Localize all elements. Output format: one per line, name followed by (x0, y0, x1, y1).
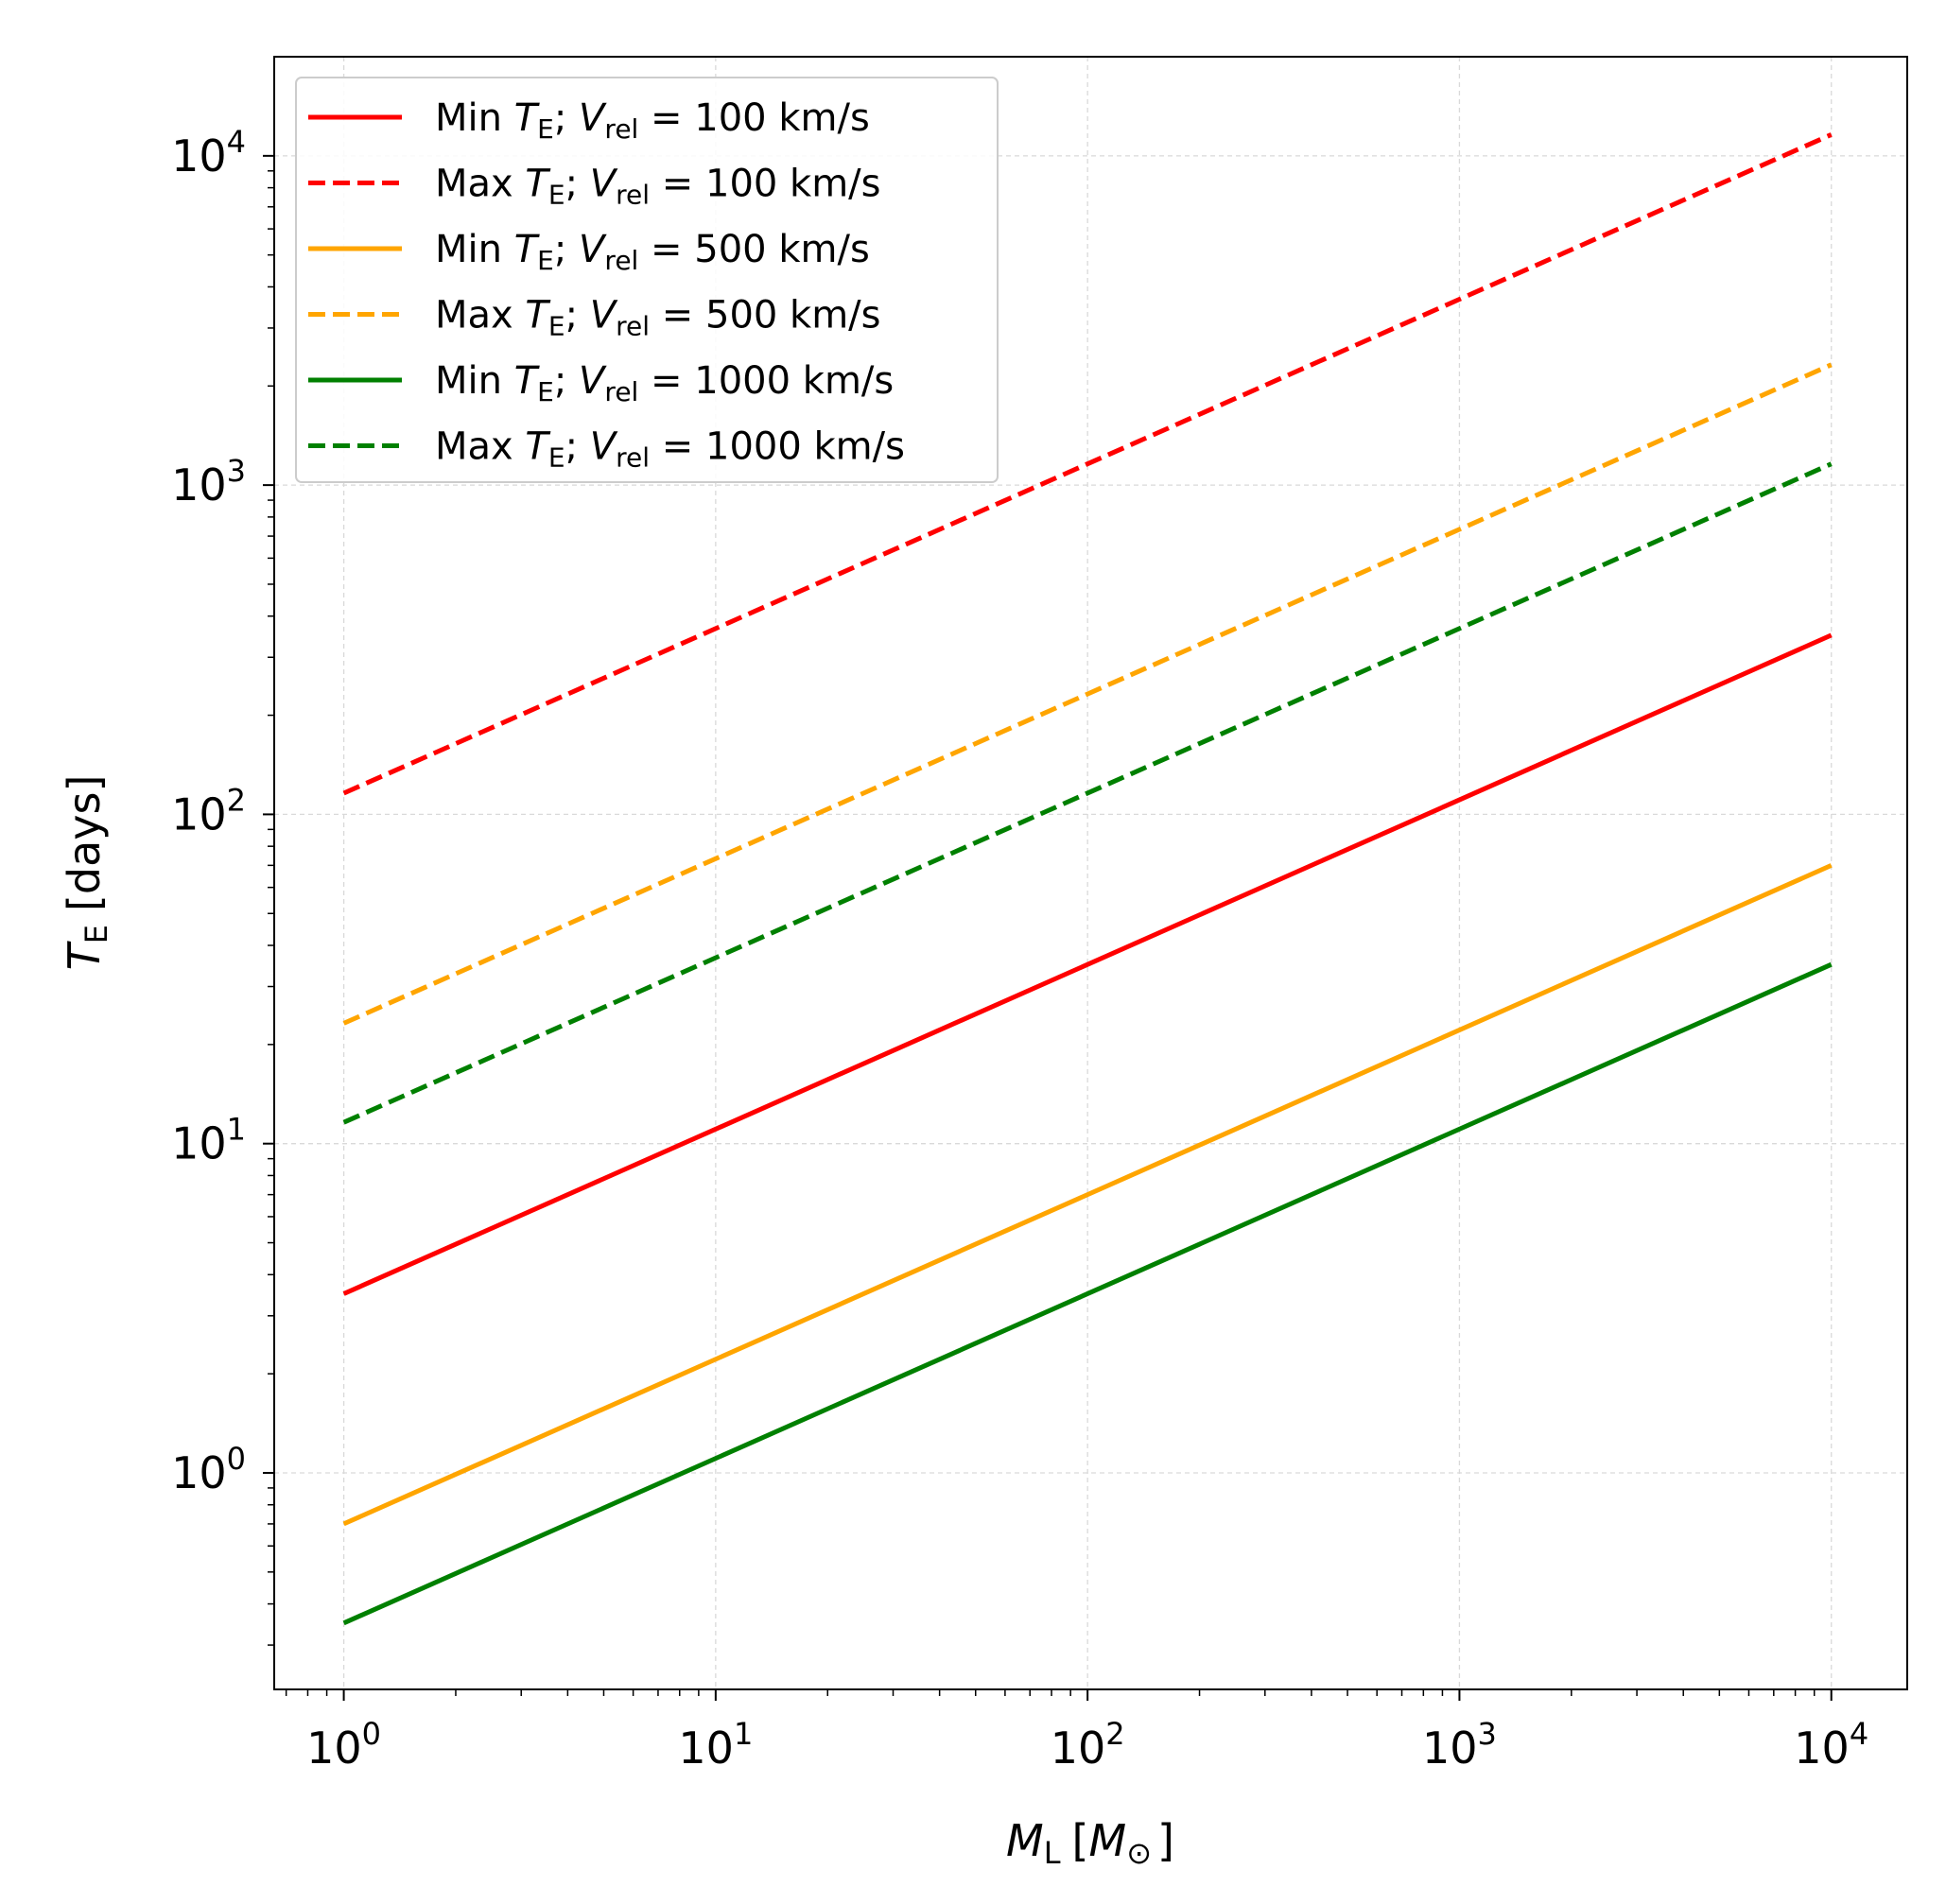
major-ticks: 100 101 102 103 104 100 101 102 103 104 (171, 124, 1868, 1774)
legend-label-1: Min TE; Vrel = 100 km/s (435, 96, 870, 145)
y-tick-label: 102 (171, 782, 246, 839)
y-tick-label: 104 (171, 124, 246, 182)
series-line-4 (342, 362, 1833, 1026)
minor-ticks (268, 170, 1816, 1696)
y-axis-label: TE[days] (59, 775, 114, 971)
series-line-2 (342, 132, 1833, 796)
x-axis-label: ML [M⊙] (1006, 1815, 1174, 1871)
legend-label-3: Min TE; Vrel = 500 km/s (435, 228, 870, 276)
legend-label-4: Max TE; Vrel = 500 km/s (435, 294, 881, 342)
x-tick-label: 102 (1051, 1716, 1125, 1774)
legend: Min TE; Vrel = 100 km/s Max TE; Vrel = 10… (295, 77, 999, 483)
y-tick-label: 100 (171, 1441, 246, 1498)
x-tick-label: 103 (1422, 1716, 1497, 1774)
series-line-5 (342, 961, 1833, 1626)
series-line-1 (342, 632, 1833, 1296)
legend-box (295, 77, 999, 483)
x-tick-label: 104 (1794, 1716, 1868, 1774)
series-lines (342, 132, 1833, 1626)
x-tick-label: 101 (678, 1716, 753, 1774)
legend-label-6: Max TE; Vrel = 1000 km/s (435, 425, 905, 474)
legend-label-2: Max TE; Vrel = 100 km/s (435, 163, 881, 211)
legend-label-5: Min TE; Vrel = 1000 km/s (435, 359, 894, 407)
plot-frame (273, 56, 1908, 1690)
x-tick-label: 100 (306, 1716, 381, 1774)
series-line-3 (342, 863, 1833, 1527)
y-tick-label: 103 (171, 453, 246, 511)
y-tick-label: 101 (171, 1112, 246, 1169)
series-line-6 (342, 461, 1833, 1125)
